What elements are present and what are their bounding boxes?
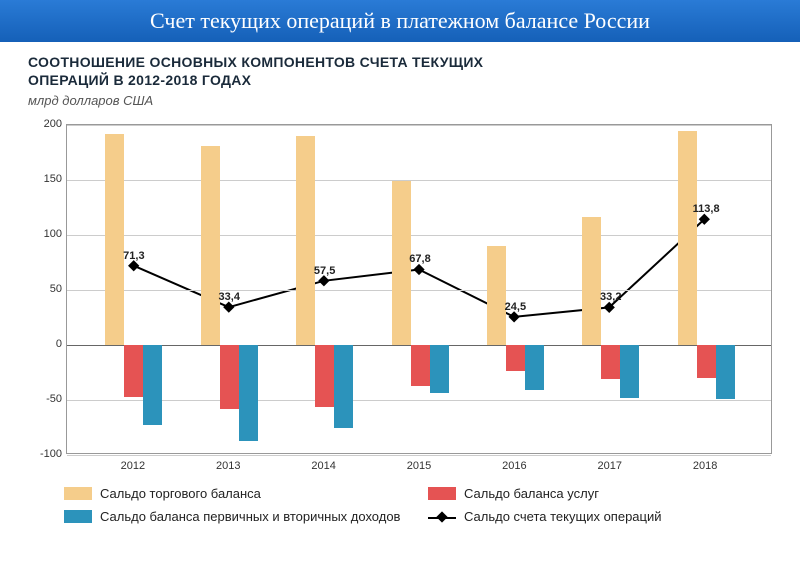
x-label: 2012 [121,460,145,472]
legend-current: Сальдо счета текущих операций [428,509,772,524]
bar-services_balance [697,345,716,378]
bar-trade_balance [487,246,506,345]
header-title: Счет текущих операций в платежном баланс… [150,8,650,33]
y-tick: 200 [44,118,62,130]
x-label: 2013 [216,460,240,472]
bar-trade_balance [678,131,697,346]
x-label: 2017 [598,460,622,472]
bar-services_balance [411,345,430,386]
line-data-label: 67,8 [409,254,430,266]
plot-area: 71,3 33,4 57,5 67,8 24,5 33,2 113,8 [66,124,772,454]
header-bar: Счет текущих операций в платежном баланс… [0,0,800,42]
line-data-label: 113,8 [693,203,720,215]
y-tick: -100 [40,448,62,460]
x-axis: 2012 2013 2014 2015 2016 2017 2018 [66,460,772,480]
bar-income_balance [143,345,162,425]
x-label: 2015 [407,460,431,472]
y-tick: 50 [50,283,62,295]
bar-income_balance [716,345,735,399]
bar-income_balance [239,345,258,441]
line-data-label: 57,5 [314,265,335,277]
y-tick: -50 [46,393,62,405]
legend: Сальдо торгового баланса Сальдо баланса … [28,486,772,524]
bar-trade_balance [392,181,411,345]
swatch-trade [64,487,92,500]
line-data-label: 33,2 [600,292,621,304]
y-axis: -100-50050100150200 [28,124,66,454]
bar-services_balance [124,345,143,397]
legend-income: Сальдо баланса первичных и вторичных дох… [64,509,408,524]
line-data-label: 71,3 [123,250,144,262]
bar-income_balance [620,345,639,398]
y-tick: 0 [56,338,62,350]
bar-services_balance [315,345,334,407]
line-series [67,125,771,453]
bar-income_balance [525,345,544,390]
line-data-label: 33,4 [219,291,240,303]
x-label: 2014 [311,460,335,472]
bar-trade_balance [582,217,601,345]
subtitle: СООТНОШЕНИЕ ОСНОВНЫХ КОМПОНЕНТОВ СЧЕТА Т… [28,54,772,89]
bar-income_balance [334,345,353,428]
line-data-label: 24,5 [505,301,526,313]
swatch-services [428,487,456,500]
content: СООТНОШЕНИЕ ОСНОВНЫХ КОМПОНЕНТОВ СЧЕТА Т… [0,42,800,532]
legend-trade: Сальдо торгового баланса [64,486,408,501]
swatch-current [428,510,456,523]
legend-services: Сальдо баланса услуг [428,486,772,501]
unit-label: млрд долларов США [28,93,772,108]
y-tick: 100 [44,228,62,240]
bar-income_balance [430,345,449,393]
bar-trade_balance [296,136,315,345]
x-label: 2016 [502,460,526,472]
y-tick: 150 [44,173,62,185]
x-label: 2018 [693,460,717,472]
chart: -100-50050100150200 71,333,457,567,824,5… [28,124,772,454]
swatch-income [64,510,92,523]
bar-trade_balance [201,146,220,345]
bar-services_balance [220,345,239,409]
bar-services_balance [601,345,620,379]
bar-services_balance [506,345,525,371]
bar-trade_balance [105,134,124,345]
